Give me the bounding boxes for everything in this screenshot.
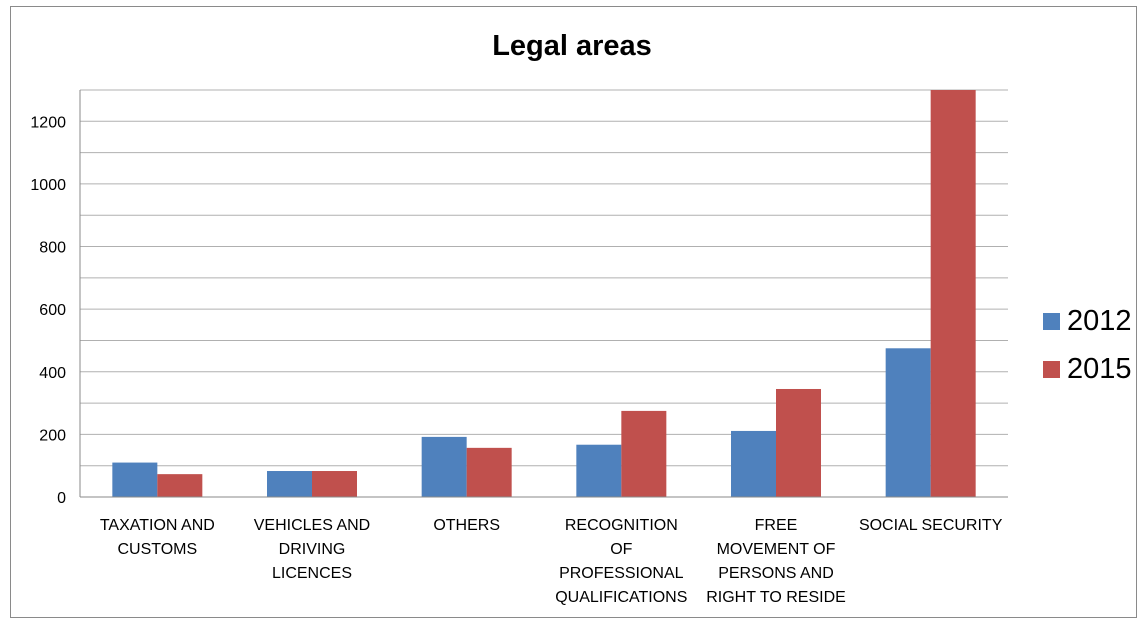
bar-2012-1: [267, 471, 312, 497]
y-tick-label: 1000: [30, 177, 66, 194]
bar-2012-2: [421, 436, 467, 497]
bar-2012-4: [731, 430, 776, 497]
y-tick-label: 800: [39, 240, 66, 257]
bars: [112, 90, 976, 497]
y-tick-label: 600: [39, 302, 66, 319]
bar-2015-0: [157, 474, 203, 497]
x-tick-label: RECOGNITION: [565, 517, 678, 534]
x-tick-label: OTHERS: [433, 517, 500, 534]
y-tick-label: 1200: [30, 114, 66, 131]
bar-2012-0: [112, 462, 158, 497]
x-axis: TAXATION AND CUSTOMS VEHICLES AND DRIVING LI…: [80, 496, 1008, 606]
x-tick-label: QUALIFICATIONS: [555, 589, 687, 606]
x-tick-label: VEHICLES AND: [254, 517, 370, 534]
x-tick-label: TAXATION AND: [100, 517, 215, 534]
gridlines: [80, 89, 1008, 467]
y-tick-label: 0: [57, 490, 66, 507]
x-tick-label: FREE: [755, 517, 798, 534]
x-tick-label: MOVEMENT OF: [717, 541, 836, 558]
legend: 2012 2015: [1043, 305, 1132, 385]
chart-title: Legal areas: [492, 30, 652, 62]
x-tick-label: PROFESSIONAL: [559, 565, 684, 582]
legend-swatch-2012: [1043, 313, 1060, 330]
x-tick-label: DRIVING: [279, 541, 346, 558]
legend-label-2012: 2012: [1067, 305, 1132, 337]
y-tick-label: 400: [39, 365, 66, 382]
x-tick-label: OF: [610, 541, 632, 558]
x-tick-label: SOCIAL SECURITY: [859, 517, 1003, 534]
legend-label-2015: 2015: [1067, 353, 1132, 385]
y-axis: 0 200 400 600 800 1000 1200: [30, 90, 81, 507]
y-tick-label: 200: [39, 427, 66, 444]
bar-2015-3: [621, 410, 667, 497]
bar-2015-5: [930, 90, 976, 497]
bar-2015-4: [776, 388, 821, 497]
x-tick-label: CUSTOMS: [117, 541, 197, 558]
bar-2015-1: [312, 471, 357, 497]
x-tick-label: LICENCES: [272, 565, 352, 582]
bar-2012-3: [576, 444, 622, 497]
bar-2012-5: [885, 348, 931, 497]
legend-swatch-2015: [1043, 361, 1060, 378]
x-tick-label: PERSONS AND: [718, 565, 834, 582]
bar-2015-2: [466, 447, 512, 497]
x-tick-label: RIGHT TO RESIDE: [706, 589, 846, 606]
